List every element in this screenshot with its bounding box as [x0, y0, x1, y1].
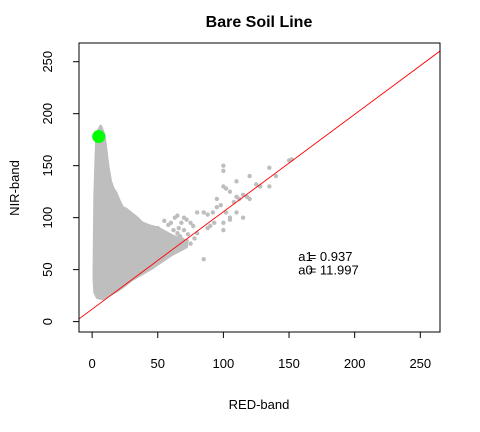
data-point: [179, 247, 183, 251]
coefficient-value: = 11.997: [309, 263, 359, 278]
x-tick-label: 250: [409, 356, 431, 371]
data-point: [191, 224, 195, 228]
data-point: [247, 174, 251, 178]
data-point: [158, 231, 162, 235]
data-point: [186, 232, 190, 236]
scatter-points: [92, 126, 294, 299]
data-point: [211, 210, 215, 214]
y-tick-label: 200: [40, 103, 55, 125]
x-axis: 0 50 100 150 200 250: [89, 332, 432, 371]
x-tick-label: 200: [344, 356, 366, 371]
data-point: [228, 218, 232, 222]
coefficient-annotation: a0= 11.997: [298, 263, 358, 278]
x-tick-label: 100: [213, 356, 235, 371]
data-point: [184, 218, 188, 222]
y-tick-label: 250: [40, 51, 55, 73]
data-point: [153, 236, 157, 240]
data-point: [178, 234, 182, 238]
data-point: [228, 189, 232, 193]
data-point: [171, 241, 175, 245]
y-tick-label: 0: [40, 318, 55, 325]
data-point: [234, 210, 238, 214]
data-point: [179, 221, 183, 225]
y-tick-label: 50: [40, 262, 55, 276]
data-point: [274, 174, 278, 178]
data-point: [205, 212, 209, 216]
y-axis: 0 50 100 150 200 250: [40, 51, 79, 325]
x-axis-label: RED-band: [229, 397, 290, 412]
data-point: [182, 228, 186, 232]
fit-line-group: [79, 51, 440, 319]
data-point: [177, 226, 181, 230]
data-point: [267, 184, 271, 188]
y-tick-label: 150: [40, 155, 55, 177]
data-point: [215, 205, 219, 209]
data-point: [195, 210, 199, 214]
data-point: [215, 197, 219, 201]
data-point: [162, 219, 166, 223]
data-point: [162, 234, 166, 238]
y-axis-label: NIR-band: [7, 160, 22, 216]
data-point: [202, 210, 206, 214]
data-point: [221, 221, 225, 225]
chart-title: Bare Soil Line: [206, 14, 313, 31]
data-point: [166, 247, 170, 251]
data-point: [219, 203, 223, 207]
data-point: [221, 169, 225, 173]
data-point: [224, 186, 228, 190]
data-point: [149, 234, 153, 238]
data-point: [234, 179, 238, 183]
highlight-point: [92, 130, 105, 143]
data-point: [169, 236, 173, 240]
data-point: [174, 249, 178, 253]
data-point: [221, 228, 225, 232]
data-point: [152, 240, 156, 244]
data-point: [212, 221, 216, 225]
data-point: [205, 226, 209, 230]
data-point: [166, 223, 170, 227]
data-point: [171, 228, 175, 232]
data-point: [247, 197, 251, 201]
x-tick-label: 50: [151, 356, 165, 371]
x-tick-label: 0: [89, 356, 96, 371]
data-point: [241, 215, 245, 219]
x-tick-label: 150: [278, 356, 300, 371]
data-point: [192, 236, 196, 240]
y-tick-label: 100: [40, 207, 55, 229]
data-point: [175, 213, 179, 217]
data-point: [267, 166, 271, 170]
data-point: [188, 241, 192, 245]
data-point: [221, 163, 225, 167]
data-point: [156, 226, 160, 230]
fit-line: [79, 51, 440, 319]
data-point: [202, 257, 206, 261]
